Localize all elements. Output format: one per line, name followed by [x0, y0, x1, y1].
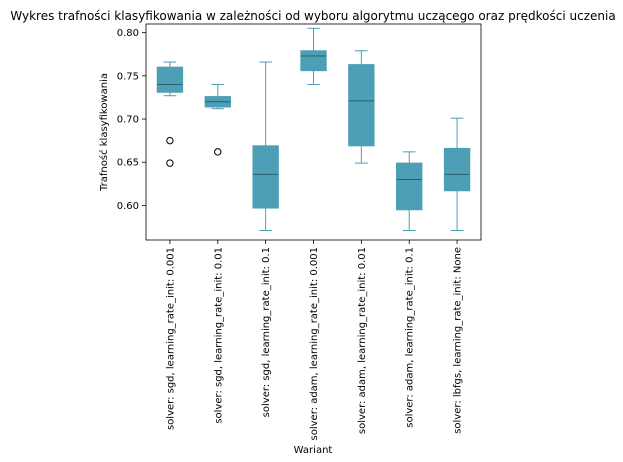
y-axis-label: Trafność klasyfikowania [98, 73, 110, 192]
x-tick-label: solver: sgd, learning_rate_init: 0.01 [213, 247, 224, 424]
y-tick-label: 0.80 [117, 28, 139, 39]
x-axis-ticks: solver: sgd, learning_rate_init: 0.001 so… [165, 240, 464, 440]
y-tick-label: 0.60 [117, 201, 139, 212]
box-iqr [252, 145, 279, 209]
x-tick-label: solver: sgd, learning_rate_init: 0.1 [261, 247, 272, 417]
box-iqr [300, 50, 327, 72]
box-group [300, 27, 327, 85]
y-axis-ticks: 0.60 0.65 0.70 0.75 0.80 [117, 28, 146, 212]
x-axis-label: Wariant [294, 445, 333, 456]
box-group [396, 151, 423, 231]
y-tick-label: 0.75 [117, 71, 139, 82]
x-tick-label: solver: adam, learning_rate_init: 0.01 [357, 247, 368, 434]
box-group [204, 83, 231, 156]
box-group [252, 61, 279, 231]
y-tick-label: 0.65 [117, 158, 139, 169]
x-tick-label: solver: sgd, learning_rate_init: 0.001 [165, 247, 176, 430]
y-tick-label: 0.70 [117, 115, 139, 126]
box-group [348, 50, 375, 164]
box-group [443, 117, 471, 231]
box-iqr [348, 64, 375, 147]
box-iqr [443, 147, 471, 192]
x-tick-label: solver: adam, learning_rate_init: 0.1 [405, 247, 416, 428]
box-iqr [156, 66, 184, 93]
boxes-layer [156, 27, 471, 231]
x-tick-label: solver: adam, learning_rate_init: 0.001 [309, 247, 320, 440]
outlier-point [166, 159, 174, 167]
x-tick-label: solver: lbfgs, learning_rate_init: None [453, 247, 464, 434]
box-group [156, 61, 184, 167]
outlier-point [214, 148, 222, 156]
box-iqr [396, 162, 423, 211]
outlier-point [166, 136, 174, 145]
chart-title: Wykres trafności klasyfikowania w zależn… [10, 9, 615, 23]
